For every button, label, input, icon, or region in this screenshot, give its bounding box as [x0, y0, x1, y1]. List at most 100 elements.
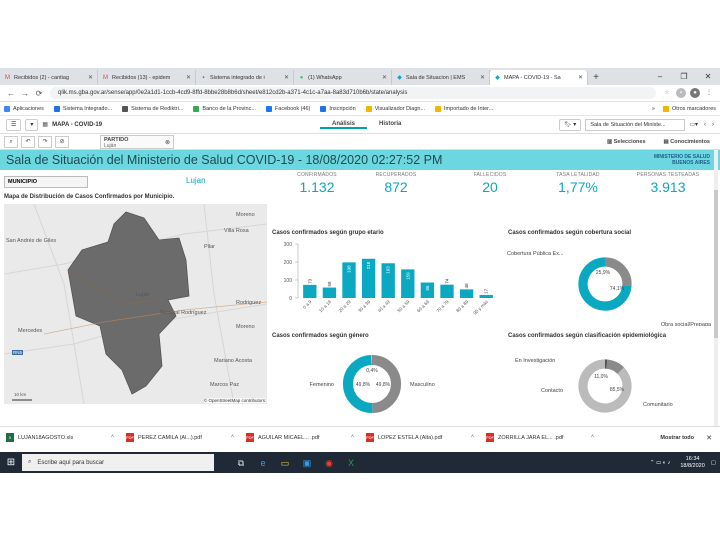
donut-slice	[578, 359, 632, 413]
favicon-icon: ◆	[495, 75, 500, 81]
maximize-button[interactable]: ❐	[680, 72, 688, 81]
bookmark-item[interactable]: Sistema de Rediktri...	[122, 105, 183, 112]
bookmark-icon	[53, 105, 60, 112]
other-bookmarks[interactable]: Otros marcadores	[671, 105, 716, 112]
insights-icon: ▤	[663, 138, 671, 145]
bookmark-item[interactable]: Sistema Integrado...	[53, 105, 112, 112]
edge-icon[interactable]: e	[260, 457, 266, 468]
browser-tab[interactable]: ◆ Sala de Situacion | EMS ✕	[392, 70, 490, 85]
bar	[401, 269, 415, 298]
smart-search-icon[interactable]: ⌕	[4, 135, 18, 148]
close-tab-icon[interactable]: ✕	[185, 75, 191, 81]
bookmarks-overflow-button[interactable]: »	[651, 105, 655, 112]
chevron-up-icon[interactable]: ^	[591, 434, 594, 441]
close-tab-icon[interactable]: ✕	[381, 75, 387, 81]
app-menu-button[interactable]: ▾	[25, 118, 39, 131]
new-tab-button[interactable]: +	[593, 72, 599, 83]
download-item[interactable]: X LUJAN18AGOSTO.xls ^	[0, 433, 120, 442]
browser-tab[interactable]: M Recibidos (2) - cantiag ✕	[0, 70, 98, 85]
bookmark-item[interactable]: Visualizador Diagn...	[365, 105, 425, 112]
kpi-value: 1,77%	[558, 179, 598, 195]
favicon-icon: M	[5, 74, 10, 81]
close-tab-icon[interactable]: ✕	[87, 75, 93, 81]
favicon-icon: M	[103, 74, 108, 81]
bookmark-item[interactable]: Inscripción	[320, 105, 356, 112]
chevron-up-icon[interactable]: ^	[351, 434, 354, 441]
x-tick-label: 20 a 29	[338, 299, 353, 314]
download-item[interactable]: PDF LOPEZ ESTELA (Alta).pdf ^	[360, 433, 480, 442]
distribution-map[interactable]: San Andrés de Giles Moreno Villa Rosa Pi…	[4, 204, 267, 404]
forward-icon[interactable]: →	[21, 88, 29, 98]
back-icon[interactable]: ←	[7, 88, 15, 98]
close-icon[interactable]: ⊗	[164, 139, 170, 146]
close-window-button[interactable]: ✕	[704, 72, 712, 81]
slice-label: 49,8%	[376, 382, 391, 388]
tab-history[interactable]: Historia	[379, 120, 402, 127]
browser-tab[interactable]: ▪ Sistema integrado de i ✕	[196, 70, 294, 85]
extension-icon[interactable]: ▪	[676, 88, 686, 98]
bookmark-item[interactable]: Aplicaciones	[4, 105, 44, 112]
step-forward-icon[interactable]: ↷	[38, 135, 52, 148]
sheet-selector[interactable]: Sala de Situación del Ministe...	[585, 118, 686, 131]
clock[interactable]: 16:34 18/8/2020	[680, 455, 705, 469]
filter-chip-partido[interactable]: PARTIDO Luján ⊗	[100, 134, 174, 149]
excel-icon[interactable]: X	[347, 457, 354, 468]
close-tab-icon[interactable]: ✕	[479, 75, 485, 81]
chrome-icon[interactable]: ◉	[325, 457, 333, 468]
chevron-up-icon[interactable]: ^	[111, 434, 114, 441]
star-icon[interactable]: ☆	[664, 90, 670, 96]
favicon-icon: ◆	[397, 75, 402, 81]
insights-button[interactable]: ▤ Conocimientos	[663, 138, 710, 145]
tray-icons[interactable]: ⌃ ▭ ◐ ♪	[649, 459, 671, 466]
chevron-up-icon[interactable]: ^	[471, 434, 474, 441]
taskbar-search-input[interactable]: ⌕ Escribe aquí para buscar	[22, 454, 214, 471]
minimize-button[interactable]: –	[657, 72, 663, 81]
tab-title: Recibidos (2) - cantiag	[14, 74, 70, 81]
download-item[interactable]: PDF PEREZ CAMILA (Al...).pdf ^	[120, 433, 240, 442]
file-icon: PDF	[126, 433, 134, 442]
bookmark-icon	[365, 105, 372, 112]
kpi-label: CONFIRMADOS	[297, 172, 337, 178]
step-back-icon[interactable]: ↶	[21, 135, 35, 148]
selections-button[interactable]: ▥ Selecciones	[607, 138, 646, 145]
url-input[interactable]: qlik.ms.gba.gov.ar/sense/app/0e2a1d1-1cc…	[50, 87, 656, 99]
tab-analysis[interactable]: Análisis	[320, 121, 368, 129]
bookmark-button[interactable]: 🔖︎ ▾	[559, 118, 582, 131]
close-tab-icon[interactable]: ✕	[577, 75, 583, 81]
browser-tab[interactable]: ◆ MAPA - COVID-19 - Sa ✕	[490, 70, 588, 85]
bookmark-item[interactable]: Banco de la Provinc...	[193, 105, 256, 112]
browser-tab[interactable]: M Recibidos (13) - epidem ✕	[98, 70, 196, 85]
municipio-filter[interactable]: MUNICIPIO	[4, 176, 88, 188]
browser-tab-strip: M Recibidos (2) - cantiag ✕ M Recibidos (13)…	[0, 68, 720, 85]
reload-icon[interactable]: ⟳	[35, 88, 43, 98]
hamburger-menu-button[interactable]: ☰	[6, 118, 22, 131]
notifications-icon[interactable]: ▢	[710, 459, 716, 466]
bookmark-item[interactable]: Facebook (46)	[265, 105, 310, 112]
download-item[interactable]: PDF AGUILAR MICAEL... .pdf ^	[240, 433, 360, 442]
menu-icon[interactable]: ⋮	[706, 90, 712, 96]
close-tab-icon[interactable]: ✕	[283, 75, 289, 81]
next-sheet-icon[interactable]: ›	[712, 121, 714, 128]
file-explorer-icon[interactable]: ▭	[280, 457, 290, 468]
scrollbar[interactable]	[714, 150, 718, 426]
browser-tab[interactable]: ● (1) WhatsApp ✕	[294, 70, 392, 85]
download-item[interactable]: PDF ZORRILLA JARA EL... .pdf ^	[480, 433, 600, 442]
tab-title: Sistema integrado de i	[210, 74, 265, 81]
show-all-downloads-button[interactable]: Mostrar todo	[660, 434, 694, 441]
sheet-icon[interactable]: ▭▾	[689, 122, 698, 128]
windows-start-icon[interactable]: ⊞	[6, 457, 16, 468]
x-tick-label: 70 a 79	[436, 299, 451, 314]
task-view-icon[interactable]: ⧉	[237, 457, 245, 468]
system-tray: ⌃ ▭ ◐ ♪ 16:34 18/8/2020 ▢	[650, 456, 720, 470]
kpi-label: TASA LETALIDAD	[556, 172, 600, 178]
scrollbar-thumb[interactable]	[714, 190, 718, 338]
close-icon[interactable]: ✕	[706, 434, 712, 442]
chevron-up-icon[interactable]: ^	[231, 434, 234, 441]
bar-value-label: 17	[484, 288, 489, 294]
store-icon[interactable]: ▣	[302, 457, 312, 468]
previous-sheet-icon[interactable]: ‹	[704, 121, 706, 128]
app-name: MAPA - COVID-19	[52, 121, 103, 128]
bookmark-item[interactable]: Importado de Inter...	[435, 105, 493, 112]
clear-selections-icon[interactable]: ⊘	[55, 135, 69, 148]
avatar[interactable]: ●	[690, 88, 700, 98]
